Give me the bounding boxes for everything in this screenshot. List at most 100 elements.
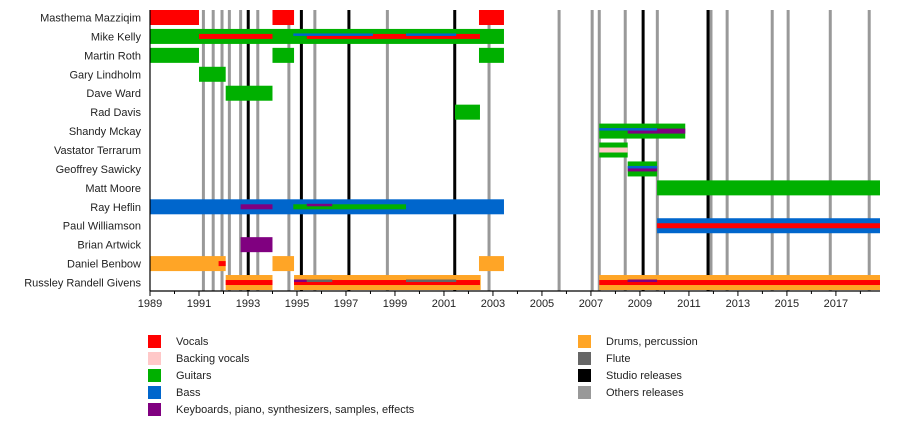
- line-vocals: [225, 280, 273, 286]
- x-tick-label: 1999: [383, 298, 407, 310]
- line-bass: [599, 128, 658, 131]
- legend-item-vocals: Vocals: [148, 333, 414, 350]
- bar-drums: [272, 256, 295, 272]
- member-row: [240, 237, 273, 253]
- member-row: [627, 161, 658, 177]
- x-tick-label: 2007: [579, 298, 603, 310]
- legend-item-backing-vocals: Backing vocals: [148, 350, 414, 367]
- bar-guitars: [198, 66, 226, 82]
- bar-guitars: [454, 104, 480, 120]
- line-keyboards: [294, 279, 307, 283]
- member-bars: [150, 10, 880, 291]
- legend-item-bass: Bass: [148, 384, 414, 401]
- legend-swatch-keyboards: [148, 403, 161, 416]
- legend-swatch-flute: [578, 352, 591, 365]
- line-vocals: [657, 223, 880, 229]
- member-label: Daniel Benbow: [67, 259, 141, 271]
- bar-vocals: [272, 10, 295, 25]
- line-guitars: [293, 204, 406, 210]
- line-vocals: [218, 261, 226, 267]
- x-tick-label: 1993: [236, 298, 260, 310]
- member-label: Martin Roth: [84, 50, 141, 62]
- member-label: Rad Davis: [90, 107, 141, 119]
- member-row: [150, 10, 504, 25]
- member-row: [225, 275, 880, 291]
- member-label: Russley Randell Givens: [24, 278, 141, 290]
- legend-label: Studio releases: [606, 369, 682, 382]
- bar-vocals: [478, 10, 504, 25]
- line-backing-vocals: [599, 147, 628, 153]
- legend-item-flute: Flute: [578, 350, 698, 367]
- x-tick-label: 2011: [677, 298, 701, 310]
- line-bass: [293, 33, 373, 36]
- release-lines: [201, 10, 871, 291]
- member-row: [599, 123, 686, 139]
- legend-item-keyboards: Keyboards, piano, synthesizers, samples,…: [148, 401, 414, 418]
- x-tick-label: 2005: [530, 298, 554, 310]
- legend-label: Bass: [176, 386, 201, 399]
- x-tick-label: 2017: [824, 298, 848, 310]
- bar-guitars: [225, 85, 273, 101]
- member-label: Matt Moore: [85, 183, 141, 195]
- member-label: Gary Lindholm: [69, 69, 141, 81]
- member-row: [150, 256, 504, 272]
- bar-guitars: [272, 47, 295, 63]
- legend-swatch-studio-releases: [578, 369, 591, 382]
- bar-drums: [478, 256, 504, 272]
- member-row: [150, 28, 504, 44]
- legend-swatch-drums: [578, 335, 591, 348]
- member-row: [150, 47, 504, 63]
- line-keyboards: [627, 166, 658, 172]
- line-keyboards: [627, 128, 686, 134]
- legend-item-other-releases: Others releases: [578, 384, 698, 401]
- member-row: [454, 104, 480, 120]
- bar-guitars: [478, 47, 504, 63]
- legend-label: Drums, percussion: [606, 335, 698, 348]
- legend-swatch-bass: [148, 386, 161, 399]
- member-labels: Masthema Mazziqim Mike Kelly Martin Roth Ga…: [24, 13, 141, 290]
- line-bass: [627, 165, 658, 169]
- legend-swatch-guitars: [148, 369, 161, 382]
- member-label: Dave Ward: [86, 88, 141, 100]
- band-timeline-chart: Masthema Mazziqim Mike Kelly Martin Roth Ga…: [24, 10, 880, 310]
- line-flute: [405, 279, 457, 283]
- legend-other: Drums, percussion Flute Studio releases …: [578, 333, 698, 401]
- bar-guitars: [150, 47, 199, 63]
- legend-swatch-vocals: [148, 335, 161, 348]
- legend-label: Backing vocals: [176, 352, 250, 365]
- member-label: Mike Kelly: [91, 31, 142, 43]
- member-row: [657, 218, 880, 234]
- member-row: [198, 66, 226, 82]
- line-vocals: [306, 33, 480, 39]
- legend-label: Others releases: [606, 386, 684, 399]
- line-keyboards: [306, 203, 333, 207]
- legend-label: Flute: [606, 352, 631, 365]
- member-label: Paul Williamson: [63, 221, 141, 233]
- line-vocals: [599, 280, 880, 286]
- member-label: Masthema Mazziqim: [40, 13, 141, 25]
- x-axis: 1989 1991 1993 1995 1997 1999 2001 2003 2005 2007…: [138, 10, 880, 310]
- member-label: Shandy Mckay: [69, 126, 142, 138]
- x-tick-label: 1997: [334, 298, 358, 310]
- x-tick-label: 1991: [187, 298, 211, 310]
- legend-item-studio-releases: Studio releases: [578, 367, 698, 384]
- line-keyboards: [627, 279, 658, 283]
- legend-label: Keyboards, piano, synthesizers, samples,…: [176, 403, 415, 416]
- legend-swatch-backing-vocals: [148, 352, 161, 365]
- x-tick-label: 1995: [285, 298, 309, 310]
- legend-label: Guitars: [176, 369, 212, 382]
- legend-swatch-other-releases: [578, 386, 591, 399]
- x-tick-label: 2001: [432, 298, 456, 310]
- member-label: Vastator Terrarum: [54, 145, 141, 157]
- member-row: [150, 199, 504, 215]
- line-bass: [405, 33, 457, 36]
- x-tick-label: 2015: [775, 298, 799, 310]
- line-vocals: [198, 33, 273, 39]
- legend-label: Vocals: [176, 335, 209, 348]
- line-flute: [306, 279, 333, 283]
- x-tick-label: 2003: [481, 298, 505, 310]
- member-row: [599, 142, 628, 158]
- x-tick-label: 1989: [138, 298, 162, 310]
- x-tick-label: 2009: [628, 298, 652, 310]
- member-row: [657, 180, 880, 196]
